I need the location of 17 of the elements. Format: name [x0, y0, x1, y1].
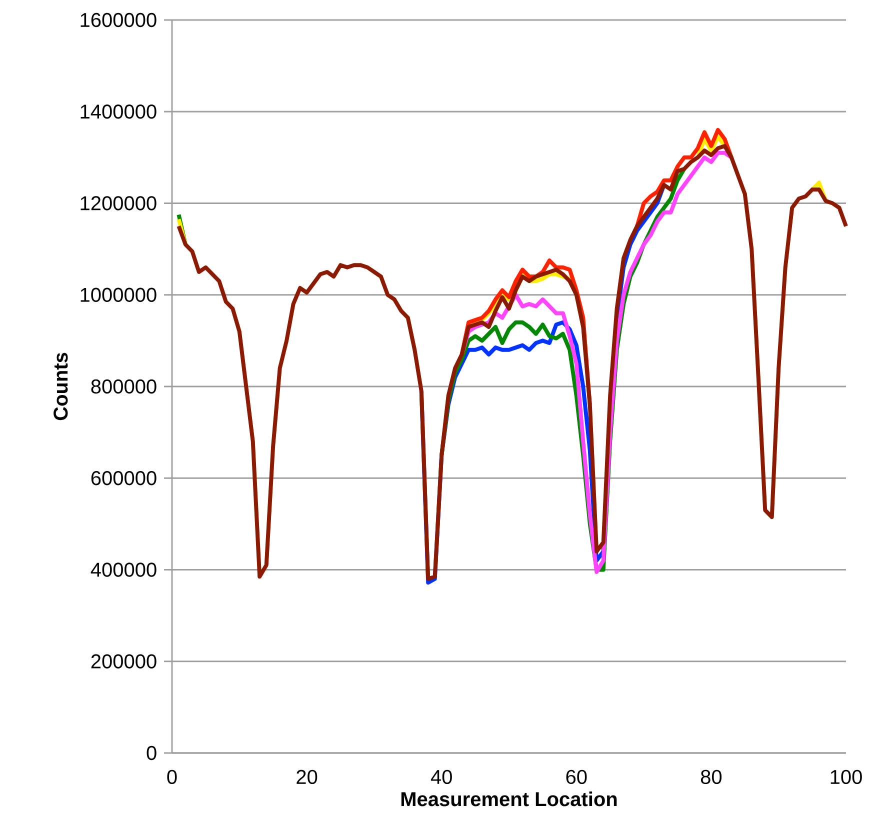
x-tick-label: 20 — [296, 770, 318, 784]
y-tick-label: 1600000 — [80, 12, 156, 28]
x-tick-label: 60 — [566, 770, 587, 784]
y-tick-label: 1200000 — [80, 196, 156, 210]
y-tick-label: 1400000 — [80, 104, 156, 119]
x-tick-label: 100 — [830, 770, 862, 784]
x-tick-label: 0 — [167, 770, 177, 784]
x-tick-label: 40 — [430, 770, 452, 784]
x-tick-label: 80 — [700, 770, 722, 784]
x-axis-title: Measurement Location — [401, 792, 617, 806]
y-tick-label: 200000 — [91, 654, 156, 668]
y-axis-title: Counts — [54, 352, 68, 420]
y-tick-label: 1000000 — [80, 288, 156, 302]
y-tick-label: 800000 — [91, 379, 156, 394]
y-tick-label: 600000 — [91, 471, 156, 486]
y-tick-label: 400000 — [90, 562, 156, 577]
y-tick-label: 0 — [146, 746, 156, 760]
